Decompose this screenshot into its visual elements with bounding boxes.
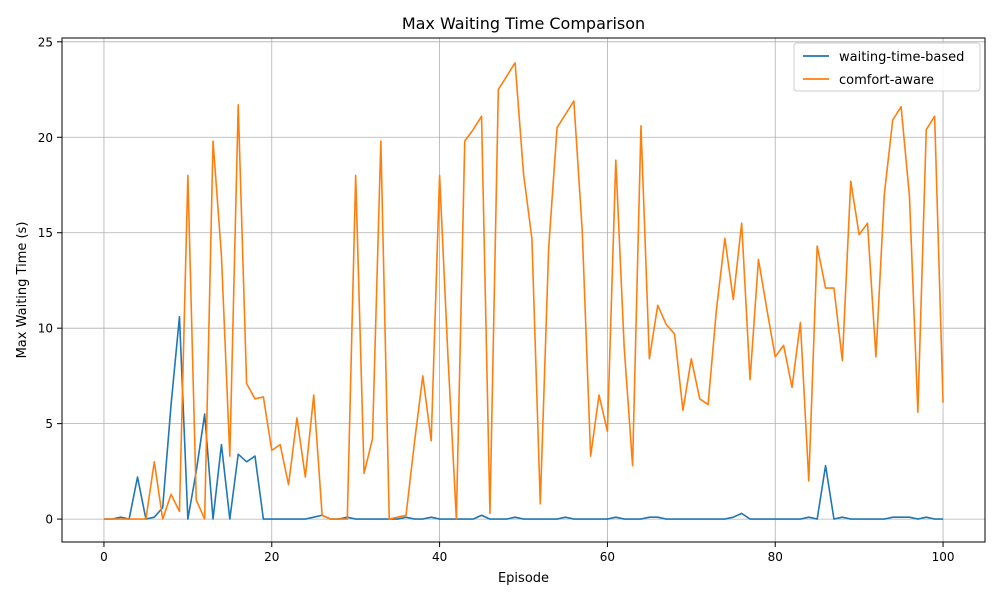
- x-axis-ticks: 0 20 40 60 80 100: [100, 542, 954, 564]
- y-tick-label: 10: [38, 322, 53, 336]
- y-tick-label: 25: [38, 35, 53, 49]
- x-tick-label: 100: [932, 550, 955, 564]
- legend: waiting-time-based comfort-aware: [793, 42, 981, 92]
- y-tick-label: 15: [38, 226, 53, 240]
- chart-title: Max Waiting Time Comparison: [402, 14, 645, 33]
- legend-label-comfort-aware: comfort-aware: [839, 73, 934, 88]
- grid: [62, 38, 985, 542]
- x-tick-label: 40: [432, 550, 447, 564]
- x-tick-label: 60: [600, 550, 615, 564]
- series-line-waiting-time-based: [103, 315, 944, 520]
- y-tick-label: 5: [45, 417, 53, 431]
- y-tick-label: 20: [38, 131, 53, 145]
- y-tick-label: 0: [45, 513, 53, 527]
- y-axis-label: Max Waiting Time (s): [15, 222, 30, 359]
- series-lines: [103, 62, 944, 520]
- legend-box: [793, 42, 981, 92]
- series-line-comfort-aware: [103, 62, 944, 520]
- x-tick-label: 20: [264, 550, 279, 564]
- y-axis-ticks: 0 5 10 15 20 25: [38, 35, 62, 527]
- x-tick-label: 0: [100, 550, 108, 564]
- plot-frame: [61, 37, 986, 543]
- x-axis-label: Episode: [498, 571, 549, 586]
- legend-label-waiting-time-based: waiting-time-based: [839, 50, 964, 65]
- x-tick-label: 80: [768, 550, 783, 564]
